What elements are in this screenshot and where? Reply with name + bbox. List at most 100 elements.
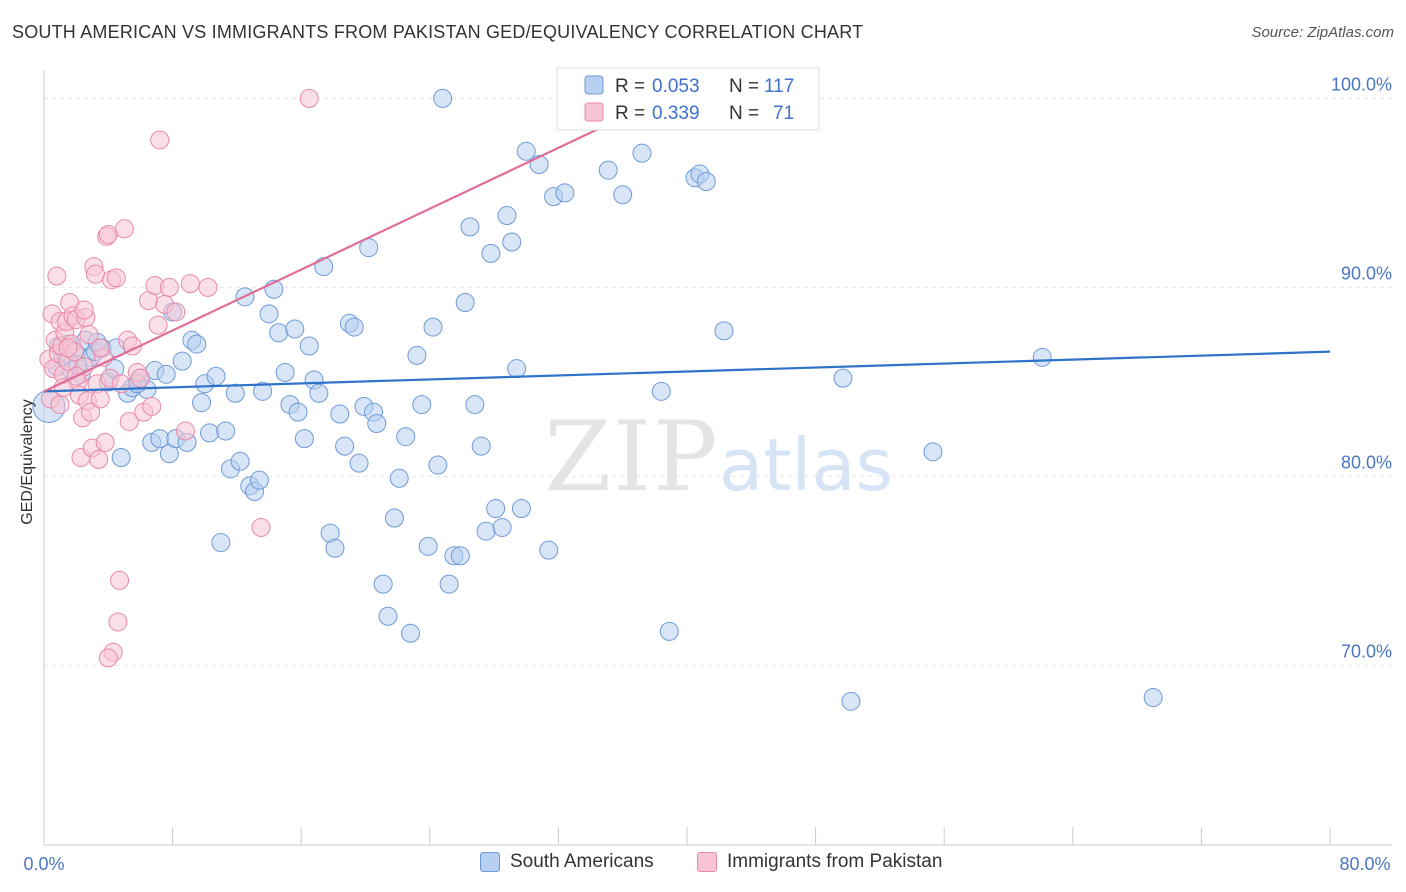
series-south-americans <box>32 88 1163 711</box>
point-immigrants-pakistan <box>251 517 271 537</box>
point-south-americans <box>476 521 496 541</box>
point-immigrants-pakistan <box>119 412 139 432</box>
point-south-americans <box>211 533 231 553</box>
legend-swatch-blue <box>584 75 604 95</box>
watermark-zip: ZIP <box>544 401 719 513</box>
chart-source: Source: ZipAtlas.com <box>1251 24 1394 41</box>
point-south-americans <box>714 321 734 341</box>
point-south-americans <box>529 155 549 175</box>
point-immigrants-pakistan <box>108 612 128 632</box>
point-south-americans <box>492 517 512 537</box>
axis-layer: 0.0% 80.0% <box>23 70 1392 874</box>
legend-n-label-1: N = <box>729 103 759 124</box>
point-south-americans <box>216 421 236 441</box>
point-immigrants-pakistan <box>95 432 115 452</box>
point-south-americans <box>412 395 432 415</box>
point-immigrants-pakistan <box>166 302 186 322</box>
legend-r-value-0: 0.053 <box>652 76 700 97</box>
legend-item-immigrants-pakistan[interactable]: Immigrants from Pakistan <box>697 851 942 873</box>
point-south-americans <box>200 423 220 443</box>
point-south-americans <box>111 448 131 467</box>
point-south-americans <box>428 455 448 475</box>
point-south-americans <box>225 383 245 403</box>
point-south-americans <box>1143 688 1163 708</box>
point-south-americans <box>651 381 671 401</box>
point-south-americans <box>460 217 480 237</box>
point-south-americans <box>433 88 453 108</box>
point-south-americans <box>294 429 314 449</box>
point-south-americans <box>325 538 345 558</box>
point-immigrants-pakistan <box>50 395 70 415</box>
point-south-americans <box>285 319 305 339</box>
legend-r-label-0: R = <box>615 76 645 97</box>
point-south-americans <box>187 334 207 354</box>
point-south-americans <box>407 345 427 365</box>
point-immigrants-pakistan <box>299 88 319 108</box>
point-south-americans <box>555 183 575 203</box>
y-axis-label: GED/Equivalency <box>19 399 36 524</box>
point-south-americans <box>423 317 443 337</box>
point-south-americans <box>335 436 355 456</box>
point-south-americans <box>507 359 527 379</box>
point-south-americans <box>396 427 416 447</box>
point-south-americans <box>455 293 475 312</box>
point-south-americans <box>378 606 398 626</box>
point-south-americans <box>288 402 308 422</box>
point-south-americans <box>613 185 633 205</box>
point-south-americans <box>539 540 559 560</box>
point-south-americans <box>696 172 716 192</box>
watermark-atlas: atlas <box>719 423 893 507</box>
point-immigrants-pakistan <box>130 368 150 388</box>
point-immigrants-pakistan <box>90 389 110 409</box>
point-immigrants-pakistan <box>85 264 105 284</box>
legend-n-value-1: 71 <box>773 103 794 124</box>
y-tick-label: 70.0% <box>1341 641 1392 661</box>
grid-layer: 70.0% 80.0% 90.0% 100.0% <box>44 74 1392 666</box>
point-immigrants-pakistan <box>114 219 134 239</box>
point-south-americans <box>1032 347 1052 367</box>
legend-swatch-immigrants-pakistan <box>697 852 717 872</box>
point-south-americans <box>230 451 250 471</box>
point-south-americans <box>450 546 470 566</box>
point-south-americans <box>367 413 387 433</box>
point-south-americans <box>172 351 192 371</box>
point-south-americans <box>275 362 295 382</box>
point-immigrants-pakistan <box>58 338 78 358</box>
point-south-americans <box>269 323 289 343</box>
chart-title: SOUTH AMERICAN VS IMMIGRANTS FROM PAKIST… <box>12 22 864 42</box>
y-tick-label: 90.0% <box>1341 263 1392 283</box>
point-south-americans <box>418 536 438 556</box>
point-immigrants-pakistan <box>98 648 118 668</box>
legend-swatch-south-americans <box>480 852 500 872</box>
point-south-americans <box>632 143 652 163</box>
point-immigrants-pakistan <box>159 277 179 297</box>
point-immigrants-pakistan <box>47 266 67 286</box>
y-tick-label: 80.0% <box>1341 452 1392 472</box>
point-south-americans <box>471 436 491 456</box>
point-south-americans <box>833 368 853 388</box>
point-immigrants-pakistan <box>198 277 218 297</box>
x-tick-label: 80.0% <box>1339 854 1390 874</box>
point-south-americans <box>259 304 279 324</box>
legend-label-immigrants-pakistan: Immigrants from Pakistan <box>727 851 943 872</box>
legend-item-south-americans[interactable]: South Americans <box>480 851 654 873</box>
trend-line <box>43 350 1331 393</box>
point-south-americans <box>598 160 618 180</box>
point-south-americans <box>486 499 506 519</box>
legend-r-label-1: R = <box>615 103 645 124</box>
legend-n-label-0: N = <box>729 76 759 97</box>
point-immigrants-pakistan <box>98 224 118 244</box>
point-south-americans <box>344 317 364 337</box>
trend-layer <box>43 93 1331 393</box>
x-tick-label: 0.0% <box>23 854 64 874</box>
point-south-americans <box>156 364 176 384</box>
point-immigrants-pakistan <box>148 315 168 335</box>
point-south-americans <box>206 366 226 386</box>
point-south-americans <box>299 336 319 356</box>
point-south-americans <box>439 574 459 594</box>
point-south-americans <box>516 141 536 161</box>
point-south-americans <box>314 257 334 277</box>
point-immigrants-pakistan <box>175 421 195 441</box>
point-south-americans <box>349 453 369 473</box>
